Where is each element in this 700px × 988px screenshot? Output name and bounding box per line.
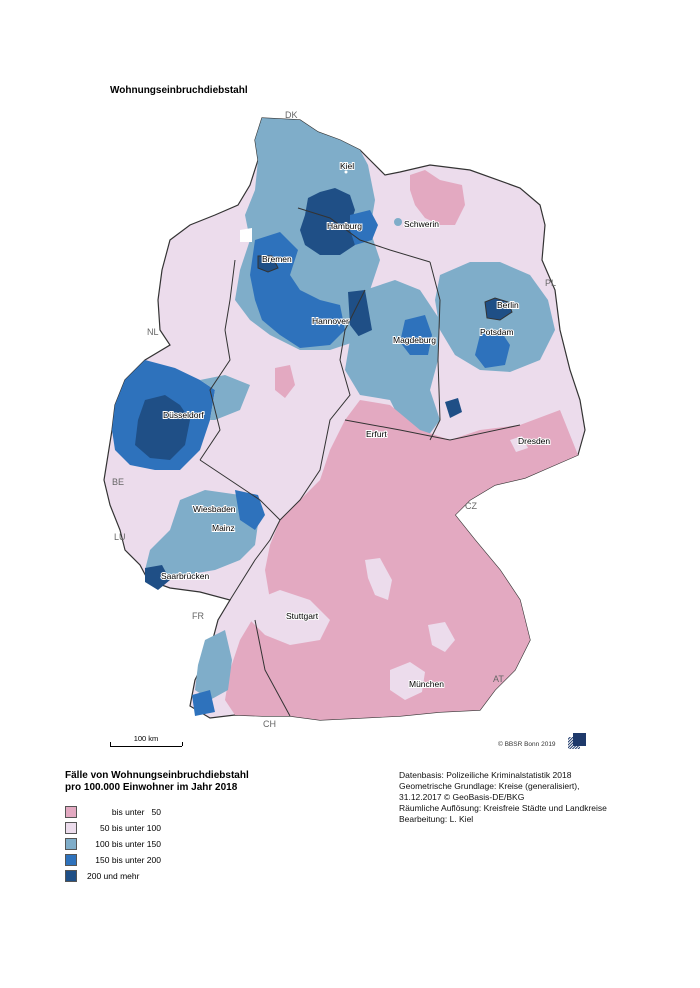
country-label-ch: CH (263, 719, 276, 729)
legend-swatch-200-plus (65, 870, 77, 882)
country-label-at: AT (493, 674, 504, 684)
country-label-nl: NL (147, 327, 159, 337)
legend-item: 100 bis unter 150 (65, 836, 249, 852)
scale-tick-right (182, 742, 183, 746)
city-label-muenchen: München (409, 679, 444, 689)
region-100-150-rhineland (145, 490, 260, 580)
city-label-kiel: Kiel (340, 161, 354, 171)
source-line-date: 31.12.2017 © GeoBasis-DE/BKG (399, 792, 525, 802)
region-150-200-freiburg (192, 690, 215, 716)
city-label-mainz: Mainz (212, 523, 235, 533)
region-50-100-bavaria-2 (428, 622, 455, 652)
city-labels: Kiel Hamburg Schwerin Bremen Berlin Pots… (160, 160, 551, 690)
legend-swatch-under-50 (65, 806, 77, 818)
map-title: Wohnungseinbruchdiebstahl (110, 85, 248, 96)
region-100-150-upper-rhine (195, 630, 232, 700)
city-label-stuttgart: Stuttgart (286, 611, 319, 621)
country-label-dk: DK (285, 110, 298, 120)
region-50-100-dresden (510, 436, 528, 452)
country-label-fr: FR (192, 611, 204, 621)
country-label-pl: PL (545, 278, 556, 288)
scale-label: 100 km (133, 734, 159, 743)
copyright-text: © BBSR Bonn 2019 (498, 741, 556, 748)
city-label-saarbruecken: Saarbrücken (161, 571, 209, 581)
legend-item: 50 bis unter 100 (65, 820, 249, 836)
city-label-wiesbaden: Wiesbaden (193, 504, 236, 514)
legend-swatch-100-150 (65, 838, 77, 850)
source-line-editor: Bearbeitung: L. Kiel (399, 814, 474, 824)
region-150-200-frankfurt (235, 490, 265, 530)
bbsr-logo-icon (568, 733, 586, 749)
region-200-plus-leipzig (445, 398, 462, 418)
scale-line (110, 746, 182, 747)
region-200-plus-ruhr (135, 395, 190, 460)
country-label-cz: CZ (465, 501, 477, 511)
legend-label: 50 bis unter 100 (100, 823, 161, 833)
scale-bar: 100 km (110, 734, 183, 747)
city-label-bremen: Bremen (262, 254, 292, 264)
choropleth-map: Kiel Hamburg Schwerin Bremen Berlin Pots… (103, 110, 586, 729)
city-label-duesseldorf: Düsseldorf (163, 410, 204, 420)
city-label-berlin: Berlin (497, 300, 519, 310)
source-notes: Datenbasis: Polizeiliche Kriminalstatist… (399, 770, 607, 825)
region-100-150-schwerin (394, 218, 402, 226)
state-borders (199, 207, 521, 717)
region-under-50-mecklenburg (410, 170, 465, 225)
region-50-100-munich (390, 662, 425, 700)
source-line-resolution: Räumliche Auflösung: Kreisfreie Städte u… (399, 803, 607, 813)
legend-label: bis unter 50 (111, 807, 161, 817)
legend-label: 200 und mehr (87, 871, 140, 881)
city-label-schwerin: Schwerin (404, 219, 439, 229)
region-150-200-hamburg-east (350, 210, 378, 245)
city-label-dresden: Dresden (518, 436, 550, 446)
legend-item: 150 bis unter 200 (65, 852, 249, 868)
region-200-plus-saarbruecken (145, 565, 170, 590)
country-labels: DK PL NL BE LU CZ FR AT CH (112, 110, 556, 729)
region-50-100-stuttgart (250, 590, 330, 645)
region-200-plus-bremen (257, 255, 279, 273)
legend-label: 150 bis unter 200 (95, 855, 161, 865)
region-150-200-magdeburg (400, 315, 432, 355)
scale-tick-left (110, 742, 111, 746)
legend-title-line1: Fälle von Wohnungseinbruchdiebstahl (65, 770, 249, 781)
city-label-magdeburg: Magdeburg (393, 335, 436, 345)
region-50-100-bavaria-1 (365, 558, 392, 600)
legend: Fälle von Wohnungseinbruchdiebstahl pro … (65, 770, 249, 884)
legend-swatch-150-200 (65, 854, 77, 866)
source-line-geometry: Geometrische Grundlage: Kreise (generali… (399, 781, 580, 791)
city-label-hamburg: Hamburg (327, 221, 362, 231)
legend-label: 100 bis unter 150 (95, 839, 161, 849)
region-under-50-hochsauerland (275, 365, 295, 398)
country-label-be: BE (112, 477, 124, 487)
region-200-plus-hamburg (300, 188, 355, 255)
legend-item: 200 und mehr (65, 868, 249, 884)
source-line-data: Datenbasis: Polizeiliche Kriminalstatist… (399, 770, 572, 780)
legend-title-line2: pro 100.000 Einwohner im Jahr 2018 (65, 782, 238, 793)
legend-item: bis unter 50 (65, 804, 249, 820)
region-200-plus-berlin (484, 297, 513, 321)
legend-swatch-50-100 (65, 822, 77, 834)
baltic-coast-notch (240, 228, 252, 242)
country-label-lu: LU (114, 532, 126, 542)
city-label-hannover: Hannover (312, 316, 349, 326)
region-150-200-potsdam (475, 330, 510, 368)
city-label-erfurt: Erfurt (366, 429, 387, 439)
city-label-potsdam: Potsdam (480, 327, 514, 337)
